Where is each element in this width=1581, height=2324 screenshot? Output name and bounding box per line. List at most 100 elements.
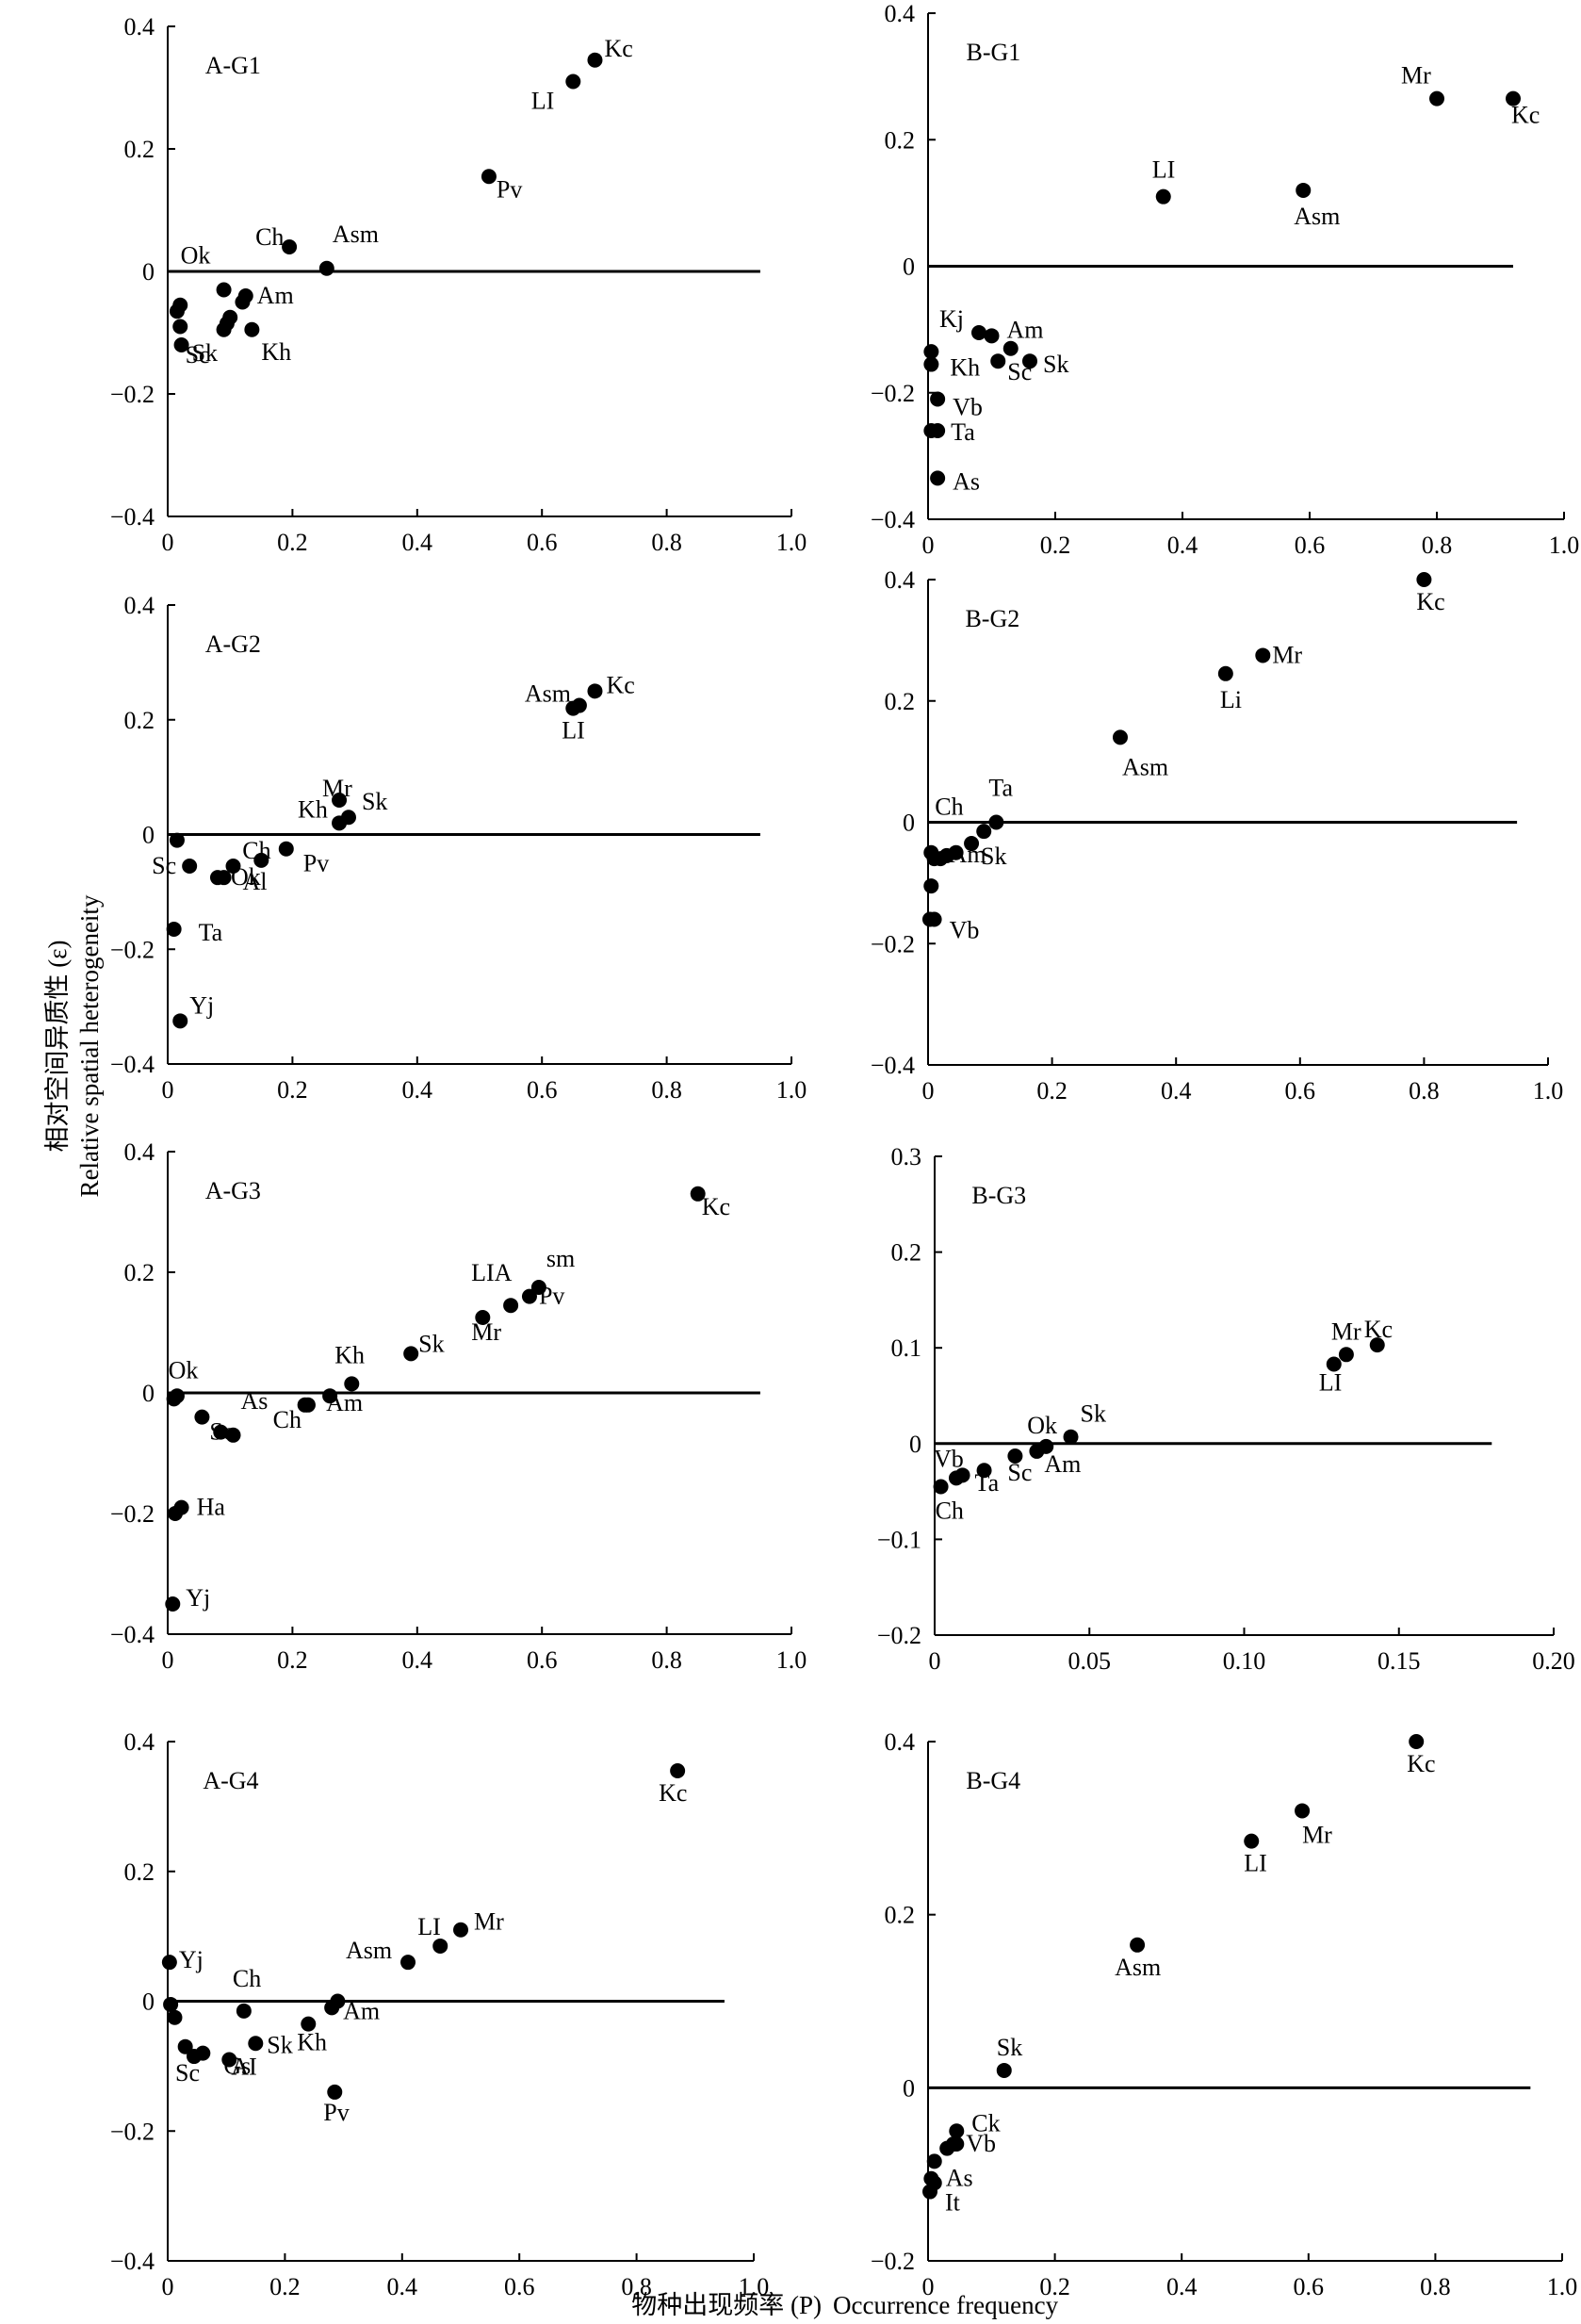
data-point	[565, 74, 581, 90]
data-point	[503, 1298, 519, 1314]
x-tick-label: 0.6	[527, 1646, 558, 1674]
x-tick-label: 0.15	[1377, 1647, 1421, 1675]
data-point	[169, 303, 185, 319]
point-label: Sc	[1007, 1459, 1032, 1486]
y-tick-label: 0.4	[124, 592, 155, 619]
point-label: Pv	[497, 175, 522, 203]
panel-title: A-G4	[203, 1767, 258, 1794]
x-tick-label: 0.8	[651, 1076, 682, 1104]
data-point	[253, 852, 269, 868]
point-label: Sk	[997, 2034, 1022, 2061]
point-label: Vb	[934, 1445, 964, 1472]
y-tick-label: −0.4	[110, 503, 155, 531]
x-tick-label: 0.2	[1039, 2273, 1070, 2300]
data-point	[1244, 1833, 1260, 1849]
panel-a-g2: −0.4 −0.2 0 0.2 0.4 0 0.2 0.4 0.6 0.8 1.0 A-G2 Kc Asm…	[110, 592, 807, 1104]
data-point	[332, 792, 348, 808]
point-label: LIA	[471, 1259, 513, 1286]
point-label: Ch	[242, 837, 270, 864]
data-point	[332, 815, 348, 831]
data-point	[930, 423, 946, 439]
data-point	[964, 836, 980, 852]
data-point	[327, 2084, 343, 2100]
data-point	[587, 52, 603, 68]
data-point	[344, 1376, 360, 1392]
data-point	[530, 1280, 546, 1295]
point-label: Am	[343, 1997, 380, 2024]
point-label: Ta	[199, 919, 223, 946]
y-tick-label: 0.2	[124, 1858, 155, 1886]
point-label: As	[953, 467, 980, 495]
data-point	[923, 878, 939, 894]
x-tick-label: 0.05	[1068, 1647, 1112, 1675]
point-label: As	[241, 1387, 269, 1415]
data-point	[990, 353, 1006, 369]
x-tick-label: 0.8	[1420, 2273, 1451, 2300]
y-tick-label: −0.4	[110, 1051, 155, 1078]
data-point	[186, 2049, 202, 2065]
y-tick-label: −0.2	[110, 381, 155, 408]
data-point	[1155, 188, 1171, 205]
data-point	[988, 814, 1004, 830]
y-tick-label: 0	[903, 254, 915, 281]
data-point	[481, 169, 497, 185]
point-label: Ck	[971, 2109, 1000, 2136]
x-tick-label: 1.0	[1549, 532, 1580, 559]
data-point	[1506, 90, 1521, 106]
x-tick-label: 0	[162, 2273, 174, 2300]
point-label: Ok	[181, 242, 211, 270]
point-label: Kj	[939, 305, 964, 333]
y-tick-label: 0.2	[124, 1259, 155, 1286]
point-label: As	[946, 2164, 973, 2191]
point-label: Sc	[152, 852, 176, 879]
x-tick-label: 0.4	[402, 1076, 433, 1104]
x-axis-title-chinese: 物种出现频率 (P)	[631, 2291, 822, 2319]
x-tick-label: 0.6	[504, 2273, 535, 2300]
data-point	[948, 1470, 964, 1486]
panel-b-g2: −0.4 −0.2 0 0.2 0.4 0 0.2 0.4 0.6 0.8 1.0 B-G2 Kc Mr L…	[871, 566, 1563, 1105]
point-label: LI	[562, 717, 585, 745]
point-label: LI	[1244, 1850, 1267, 1877]
x-tick-label: 0.6	[527, 529, 558, 556]
point-label: Ch	[255, 223, 284, 251]
panel-title: B-G3	[971, 1182, 1026, 1209]
data-point	[565, 700, 581, 716]
x-tick-label: 0	[922, 2273, 935, 2300]
panel-b-g3: −0.2 −0.1 0 0.1 0.2 0.3 0 0.05 0.10 0.15 0.20 B-G3 K…	[877, 1143, 1575, 1675]
data-point	[165, 1596, 181, 1612]
data-point	[194, 1409, 210, 1425]
y-tick-label: 0.2	[124, 136, 155, 163]
x-tick-label: 1.0	[1533, 1077, 1564, 1105]
point-label: Am	[257, 282, 294, 309]
point-label: Ta	[988, 775, 1013, 802]
data-point	[930, 470, 946, 486]
y-tick-label: 0	[142, 258, 155, 286]
y-tick-label: −0.2	[871, 380, 915, 407]
point-label: Kh	[261, 338, 291, 366]
x-tick-label: 0.4	[402, 529, 433, 556]
x-tick-label: 0	[922, 1077, 935, 1105]
data-point	[926, 2153, 942, 2169]
x-tick-label: 0.4	[387, 2273, 418, 2300]
data-point	[166, 921, 182, 937]
data-point	[172, 1013, 188, 1029]
panel-title: B-G1	[967, 39, 1021, 66]
x-tick-label: 0.20	[1532, 1647, 1575, 1675]
data-point	[926, 851, 942, 867]
y-tick-label: 0	[142, 1380, 155, 1407]
y-tick-label: 0.4	[885, 0, 916, 27]
y-tick-label: 0.4	[124, 1138, 155, 1166]
data-point	[1112, 729, 1128, 745]
x-tick-label: 0.2	[277, 1076, 308, 1104]
point-label: Asm	[1115, 1954, 1161, 1981]
point-label: Li	[1220, 686, 1242, 713]
point-label: AI	[231, 2053, 256, 2080]
x-tick-label: 0.2	[1036, 1077, 1068, 1105]
data-point	[166, 1391, 182, 1407]
point-label: Yj	[189, 991, 214, 1019]
point-label: Am	[950, 841, 986, 868]
panel-title: B-G2	[965, 605, 1019, 632]
data-point	[1296, 182, 1312, 198]
data-point	[213, 1424, 229, 1440]
point-label: Sk	[1043, 351, 1068, 378]
